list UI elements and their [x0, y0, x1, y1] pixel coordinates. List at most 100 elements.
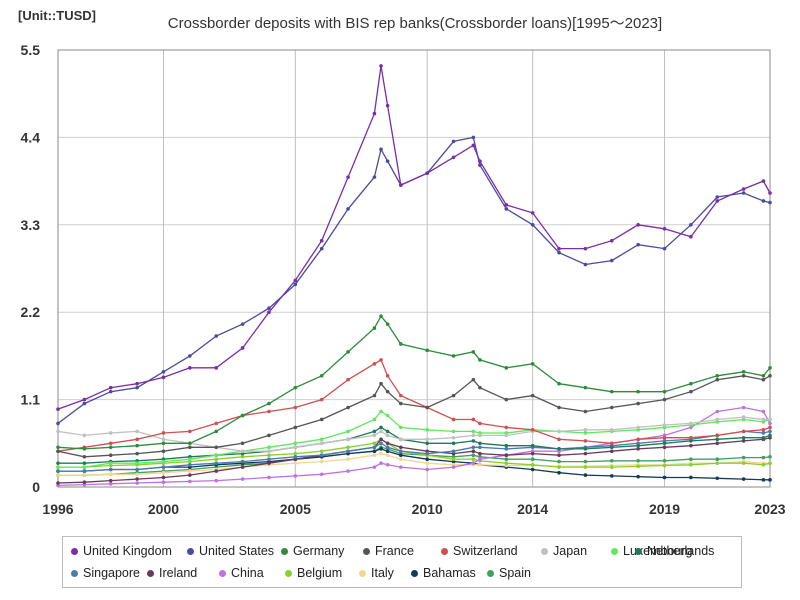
data-point — [135, 451, 139, 456]
legend-marker — [285, 570, 292, 578]
data-point — [451, 354, 456, 358]
data-point — [583, 262, 588, 267]
data-point — [530, 462, 535, 467]
y-tick-label: 1.1 — [21, 392, 41, 408]
series-line — [58, 426, 771, 464]
data-point — [504, 397, 509, 402]
data-point — [399, 393, 403, 398]
data-point — [135, 385, 139, 390]
data-point — [583, 246, 588, 251]
legend-label: Singapore — [83, 566, 140, 580]
data-point — [108, 453, 113, 458]
series-germany — [56, 314, 772, 451]
data-point — [471, 457, 476, 461]
data-point — [240, 477, 245, 481]
series-line — [58, 430, 771, 472]
data-point — [741, 455, 746, 460]
data-point — [108, 441, 113, 446]
data-point — [471, 439, 476, 443]
data-point — [768, 433, 772, 438]
legend-label: United States — [199, 544, 275, 558]
data-point — [557, 459, 561, 464]
data-point — [715, 437, 720, 442]
legend-marker — [541, 548, 548, 556]
data-point — [188, 469, 192, 473]
data-point — [82, 465, 87, 469]
data-point — [715, 199, 720, 203]
data-point — [761, 373, 766, 378]
data-point — [346, 469, 350, 473]
data-point — [385, 433, 390, 438]
data-point — [471, 350, 476, 354]
data-point — [530, 443, 535, 448]
data-point — [689, 475, 693, 480]
data-point — [56, 461, 60, 465]
data-point — [478, 462, 482, 467]
data-point — [240, 449, 245, 454]
data-point — [662, 397, 667, 402]
data-point — [636, 242, 640, 247]
data-point — [240, 322, 245, 326]
data-point — [425, 441, 429, 446]
data-point — [319, 437, 324, 442]
data-point — [56, 469, 60, 473]
data-point — [609, 258, 614, 263]
data-point — [425, 467, 429, 472]
data-point — [530, 467, 535, 472]
data-point — [188, 473, 192, 477]
legend-marker — [635, 548, 642, 556]
data-point — [372, 417, 377, 422]
data-point — [451, 429, 456, 434]
data-point — [385, 322, 390, 326]
data-point — [56, 473, 60, 477]
data-point — [504, 461, 509, 465]
data-point — [478, 385, 482, 390]
data-point — [425, 461, 429, 465]
data-point — [293, 282, 298, 287]
series-line — [57, 358, 771, 452]
data-point — [471, 417, 476, 422]
data-point — [385, 449, 390, 454]
data-point — [741, 369, 746, 374]
data-point — [108, 445, 113, 450]
data-point — [557, 465, 561, 469]
data-point — [662, 441, 667, 446]
data-point — [56, 421, 60, 426]
data-point — [425, 457, 429, 461]
data-point — [689, 223, 693, 227]
data-point — [636, 401, 640, 406]
data-point — [372, 326, 377, 330]
data-point — [715, 461, 720, 465]
data-point — [214, 445, 219, 450]
data-point — [385, 389, 390, 394]
x-tick-label: 1996 — [42, 501, 73, 517]
data-point — [478, 421, 482, 426]
data-point — [379, 447, 383, 451]
data-point — [557, 381, 561, 386]
data-point — [214, 457, 219, 461]
data-point — [82, 447, 87, 451]
data-point — [451, 457, 456, 461]
data-point — [319, 441, 324, 446]
data-point — [471, 135, 476, 140]
data-point — [161, 465, 166, 469]
data-point — [214, 478, 219, 483]
data-point — [319, 453, 324, 458]
data-point — [741, 415, 746, 419]
data-point — [108, 385, 113, 390]
legend-marker — [281, 548, 288, 556]
data-point — [761, 199, 766, 203]
data-point — [425, 171, 429, 175]
data-point — [161, 441, 166, 446]
data-point — [425, 437, 429, 442]
data-point — [293, 278, 298, 283]
data-point — [636, 443, 640, 448]
data-point — [451, 139, 456, 144]
data-point — [379, 425, 383, 430]
data-point — [662, 389, 667, 394]
legend-marker — [487, 570, 494, 578]
series-line — [57, 136, 771, 424]
data-point — [761, 435, 766, 440]
data-point — [293, 445, 298, 450]
